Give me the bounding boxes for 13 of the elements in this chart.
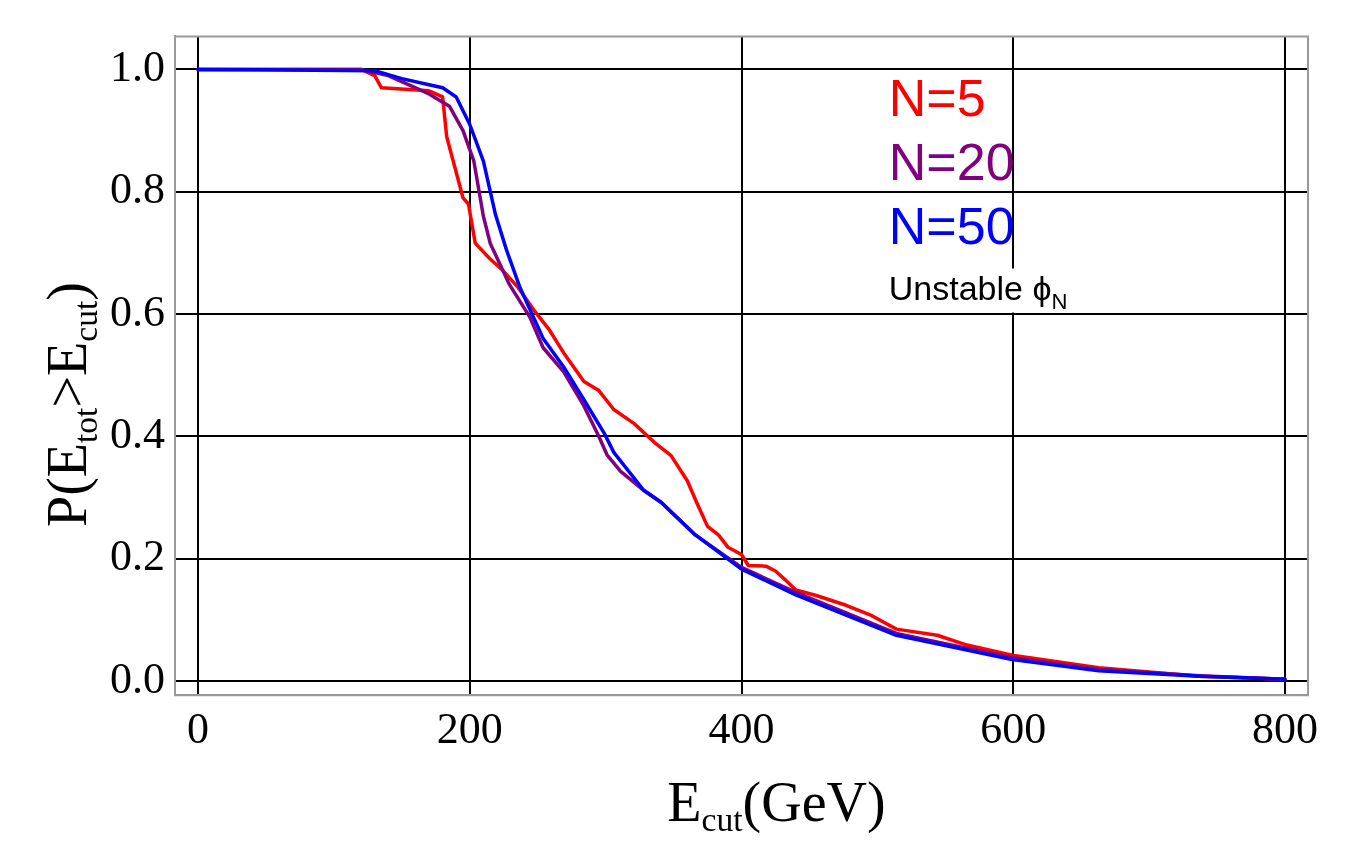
text: N=5: [888, 69, 986, 128]
x-tick-label: 200: [436, 704, 503, 754]
y-tick-label: 1.0: [110, 41, 165, 91]
y-tick-label: 0.2: [110, 531, 165, 581]
x-tick-label: 800: [1251, 704, 1318, 754]
y-tick-label: 0.8: [110, 164, 165, 214]
y-tick-label: 0.0: [110, 653, 165, 703]
x-tick-label: 600: [980, 704, 1047, 754]
y-tick-label: 0.6: [110, 286, 165, 336]
y-tick-label: 0.4: [110, 409, 165, 459]
x-tick-label: 0: [187, 704, 210, 754]
x-tick-label: 400: [708, 704, 775, 754]
x-axis-title: E$_{cut}$(GeV): [666, 770, 887, 840]
